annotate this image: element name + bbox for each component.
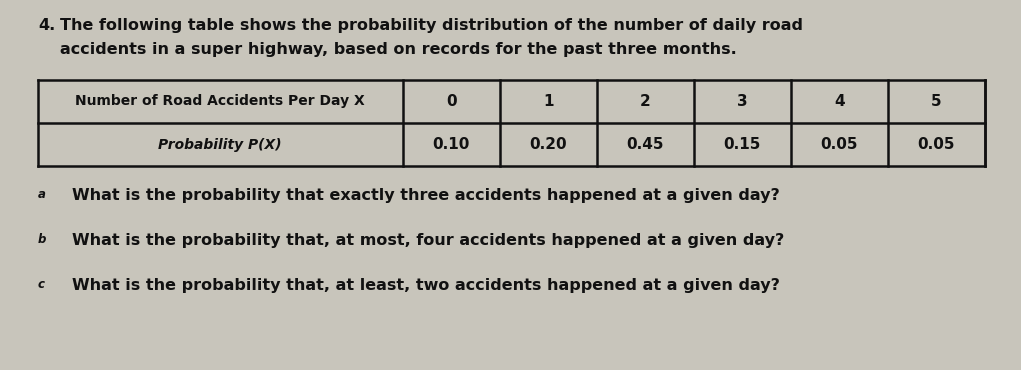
Bar bbox=[38, 80, 985, 166]
Text: c: c bbox=[38, 278, 45, 291]
Text: 1: 1 bbox=[543, 94, 553, 109]
Text: a: a bbox=[38, 188, 46, 201]
Text: 0: 0 bbox=[446, 94, 456, 109]
Text: 0.05: 0.05 bbox=[821, 137, 858, 152]
Text: 0.10: 0.10 bbox=[433, 137, 470, 152]
Text: 0.20: 0.20 bbox=[529, 137, 567, 152]
Text: accidents in a super highway, based on records for the past three months.: accidents in a super highway, based on r… bbox=[60, 42, 737, 57]
Text: Probability P(X): Probability P(X) bbox=[158, 138, 282, 151]
Text: What is the probability that, at most, four accidents happened at a given day?: What is the probability that, at most, f… bbox=[72, 233, 784, 248]
Text: b: b bbox=[38, 233, 46, 246]
Text: What is the probability that, at least, two accidents happened at a given day?: What is the probability that, at least, … bbox=[72, 278, 780, 293]
Text: 4: 4 bbox=[834, 94, 844, 109]
Text: 5: 5 bbox=[931, 94, 941, 109]
Text: 0.05: 0.05 bbox=[918, 137, 956, 152]
Text: 0.45: 0.45 bbox=[627, 137, 664, 152]
Text: 3: 3 bbox=[737, 94, 747, 109]
Text: The following table shows the probability distribution of the number of daily ro: The following table shows the probabilit… bbox=[60, 18, 803, 33]
Text: 2: 2 bbox=[640, 94, 650, 109]
Text: Number of Road Accidents Per Day X: Number of Road Accidents Per Day X bbox=[76, 94, 366, 108]
Text: 4.: 4. bbox=[38, 18, 55, 33]
Text: What is the probability that exactly three accidents happened at a given day?: What is the probability that exactly thr… bbox=[72, 188, 780, 203]
Text: 0.15: 0.15 bbox=[724, 137, 761, 152]
